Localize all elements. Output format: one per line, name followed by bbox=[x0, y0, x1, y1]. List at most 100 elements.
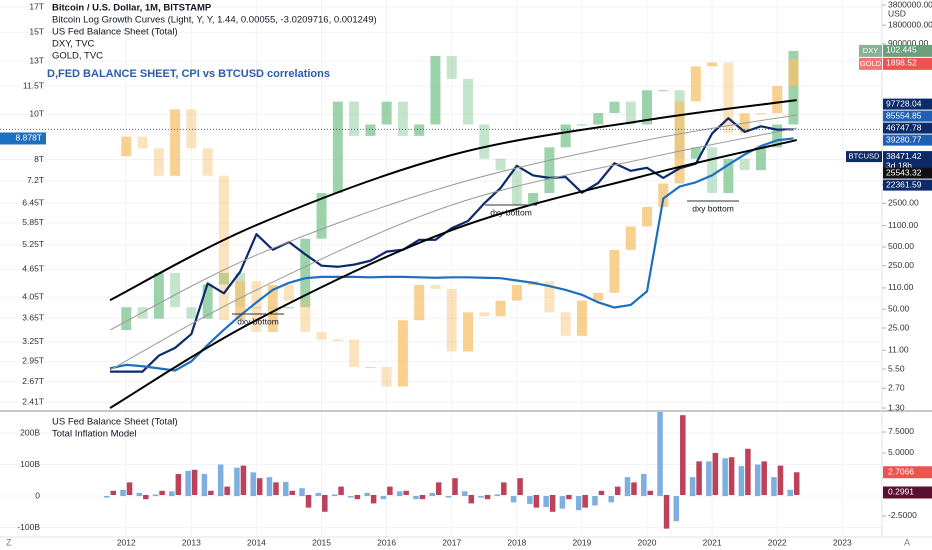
bar bbox=[598, 490, 605, 495]
candle-body bbox=[707, 62, 718, 67]
candle-body bbox=[267, 285, 278, 332]
candle-body bbox=[560, 312, 571, 336]
candle-body bbox=[446, 288, 457, 352]
candle-body bbox=[153, 148, 164, 176]
bar bbox=[315, 492, 322, 497]
candle-body bbox=[593, 292, 604, 301]
candle-body bbox=[202, 284, 213, 319]
candle-body bbox=[788, 59, 799, 86]
bar bbox=[429, 492, 435, 497]
corner-icon[interactable]: A bbox=[904, 537, 910, 547]
candle-body bbox=[397, 101, 408, 136]
bar bbox=[582, 494, 588, 508]
y-tick-label: 15T bbox=[29, 27, 44, 37]
candle-body bbox=[511, 170, 522, 205]
price-tag bbox=[883, 122, 932, 134]
bar bbox=[273, 482, 279, 495]
bar bbox=[696, 461, 702, 495]
price-tag bbox=[883, 44, 932, 57]
note: dxy bottom bbox=[490, 207, 532, 217]
bar bbox=[104, 496, 110, 498]
candle-body bbox=[707, 147, 718, 194]
candle-body bbox=[186, 307, 197, 319]
candle-body bbox=[218, 175, 229, 321]
y-tick-label: 7.2T bbox=[27, 175, 44, 185]
y-tick-label: 3.25T bbox=[22, 336, 44, 346]
y-tick-label: 4.05T bbox=[22, 292, 44, 302]
candle-body bbox=[381, 367, 392, 387]
x-tick-label: 2020 bbox=[638, 537, 657, 547]
axes: 17T 15T 13T 11.5T 10T 8T 7.2T 6.45T 5.85T 5.25T 4.… bbox=[17, 0, 932, 547]
y-tick-label: 100B bbox=[20, 459, 40, 469]
series-tag-box bbox=[846, 151, 882, 163]
candle-body bbox=[625, 226, 636, 250]
y-tick-label: 2.67T bbox=[22, 376, 44, 386]
candle-body bbox=[153, 272, 164, 319]
price-tag bbox=[883, 110, 932, 122]
bar bbox=[614, 486, 621, 495]
lower-plot bbox=[104, 412, 800, 529]
candle-body bbox=[186, 109, 197, 149]
candle-body bbox=[463, 312, 474, 352]
bar bbox=[706, 461, 712, 497]
candle-body bbox=[739, 158, 750, 171]
y2-tick-label: 3800000.00 bbox=[888, 0, 932, 9]
candle-body bbox=[576, 124, 587, 126]
candle-body bbox=[365, 367, 376, 369]
bar bbox=[608, 496, 614, 503]
chart-title: Bitcoin / U.S. Dollar, 1M, BITSTAMP bbox=[52, 3, 212, 14]
candle-body bbox=[251, 307, 262, 309]
tag-name: GOLD bbox=[860, 59, 882, 68]
candle-body bbox=[365, 124, 376, 136]
y2-tick-label: 5.0000 bbox=[888, 447, 914, 457]
candle-body bbox=[316, 331, 327, 340]
candle-body bbox=[414, 285, 425, 321]
bar bbox=[419, 494, 426, 500]
bar bbox=[354, 494, 361, 500]
bar bbox=[234, 467, 240, 497]
y2-tick-label: 7.5000 bbox=[888, 426, 914, 436]
price-tag bbox=[883, 57, 932, 70]
bar bbox=[527, 496, 533, 504]
tag-name: DXY bbox=[863, 46, 878, 55]
price-tag-label: 2.7066 bbox=[888, 467, 914, 477]
candle-body bbox=[284, 307, 295, 309]
price-tag bbox=[883, 134, 932, 146]
candle-body bbox=[690, 66, 701, 102]
candle-body bbox=[642, 90, 653, 125]
price-tag-label: 102.445 bbox=[886, 45, 917, 55]
bar bbox=[722, 458, 728, 497]
bar bbox=[289, 490, 296, 495]
legend-item: DXY, TVC bbox=[52, 39, 95, 50]
bar bbox=[647, 490, 654, 495]
growth-curve bbox=[109, 114, 797, 331]
bar bbox=[517, 478, 523, 495]
y-tick-label: 2.95T bbox=[22, 356, 44, 366]
y2-tick-label: 1800000.00 bbox=[888, 19, 932, 29]
candle-body bbox=[723, 158, 734, 194]
bar bbox=[143, 494, 149, 500]
bar bbox=[364, 492, 370, 497]
candle-body bbox=[544, 147, 555, 194]
note: dxy bottom bbox=[237, 316, 279, 326]
price-tag bbox=[883, 151, 932, 172]
growth-curve bbox=[109, 99, 797, 302]
y2-tick-label: 250.00 bbox=[888, 260, 914, 270]
candle-body bbox=[349, 101, 360, 136]
corner-icon[interactable]: Z bbox=[6, 537, 12, 547]
x-tick-label: 2019 bbox=[572, 537, 591, 547]
x-tick-label: 2013 bbox=[182, 537, 201, 547]
bar bbox=[387, 486, 393, 495]
bar bbox=[191, 469, 198, 495]
candle-body bbox=[381, 101, 392, 125]
bar bbox=[462, 491, 468, 497]
bar bbox=[468, 494, 475, 504]
price-tag bbox=[883, 466, 932, 479]
candle-body bbox=[430, 55, 441, 125]
bar bbox=[299, 488, 305, 497]
candle-body bbox=[446, 55, 457, 79]
bar bbox=[152, 494, 159, 497]
bar bbox=[348, 496, 354, 498]
bar bbox=[673, 496, 680, 522]
